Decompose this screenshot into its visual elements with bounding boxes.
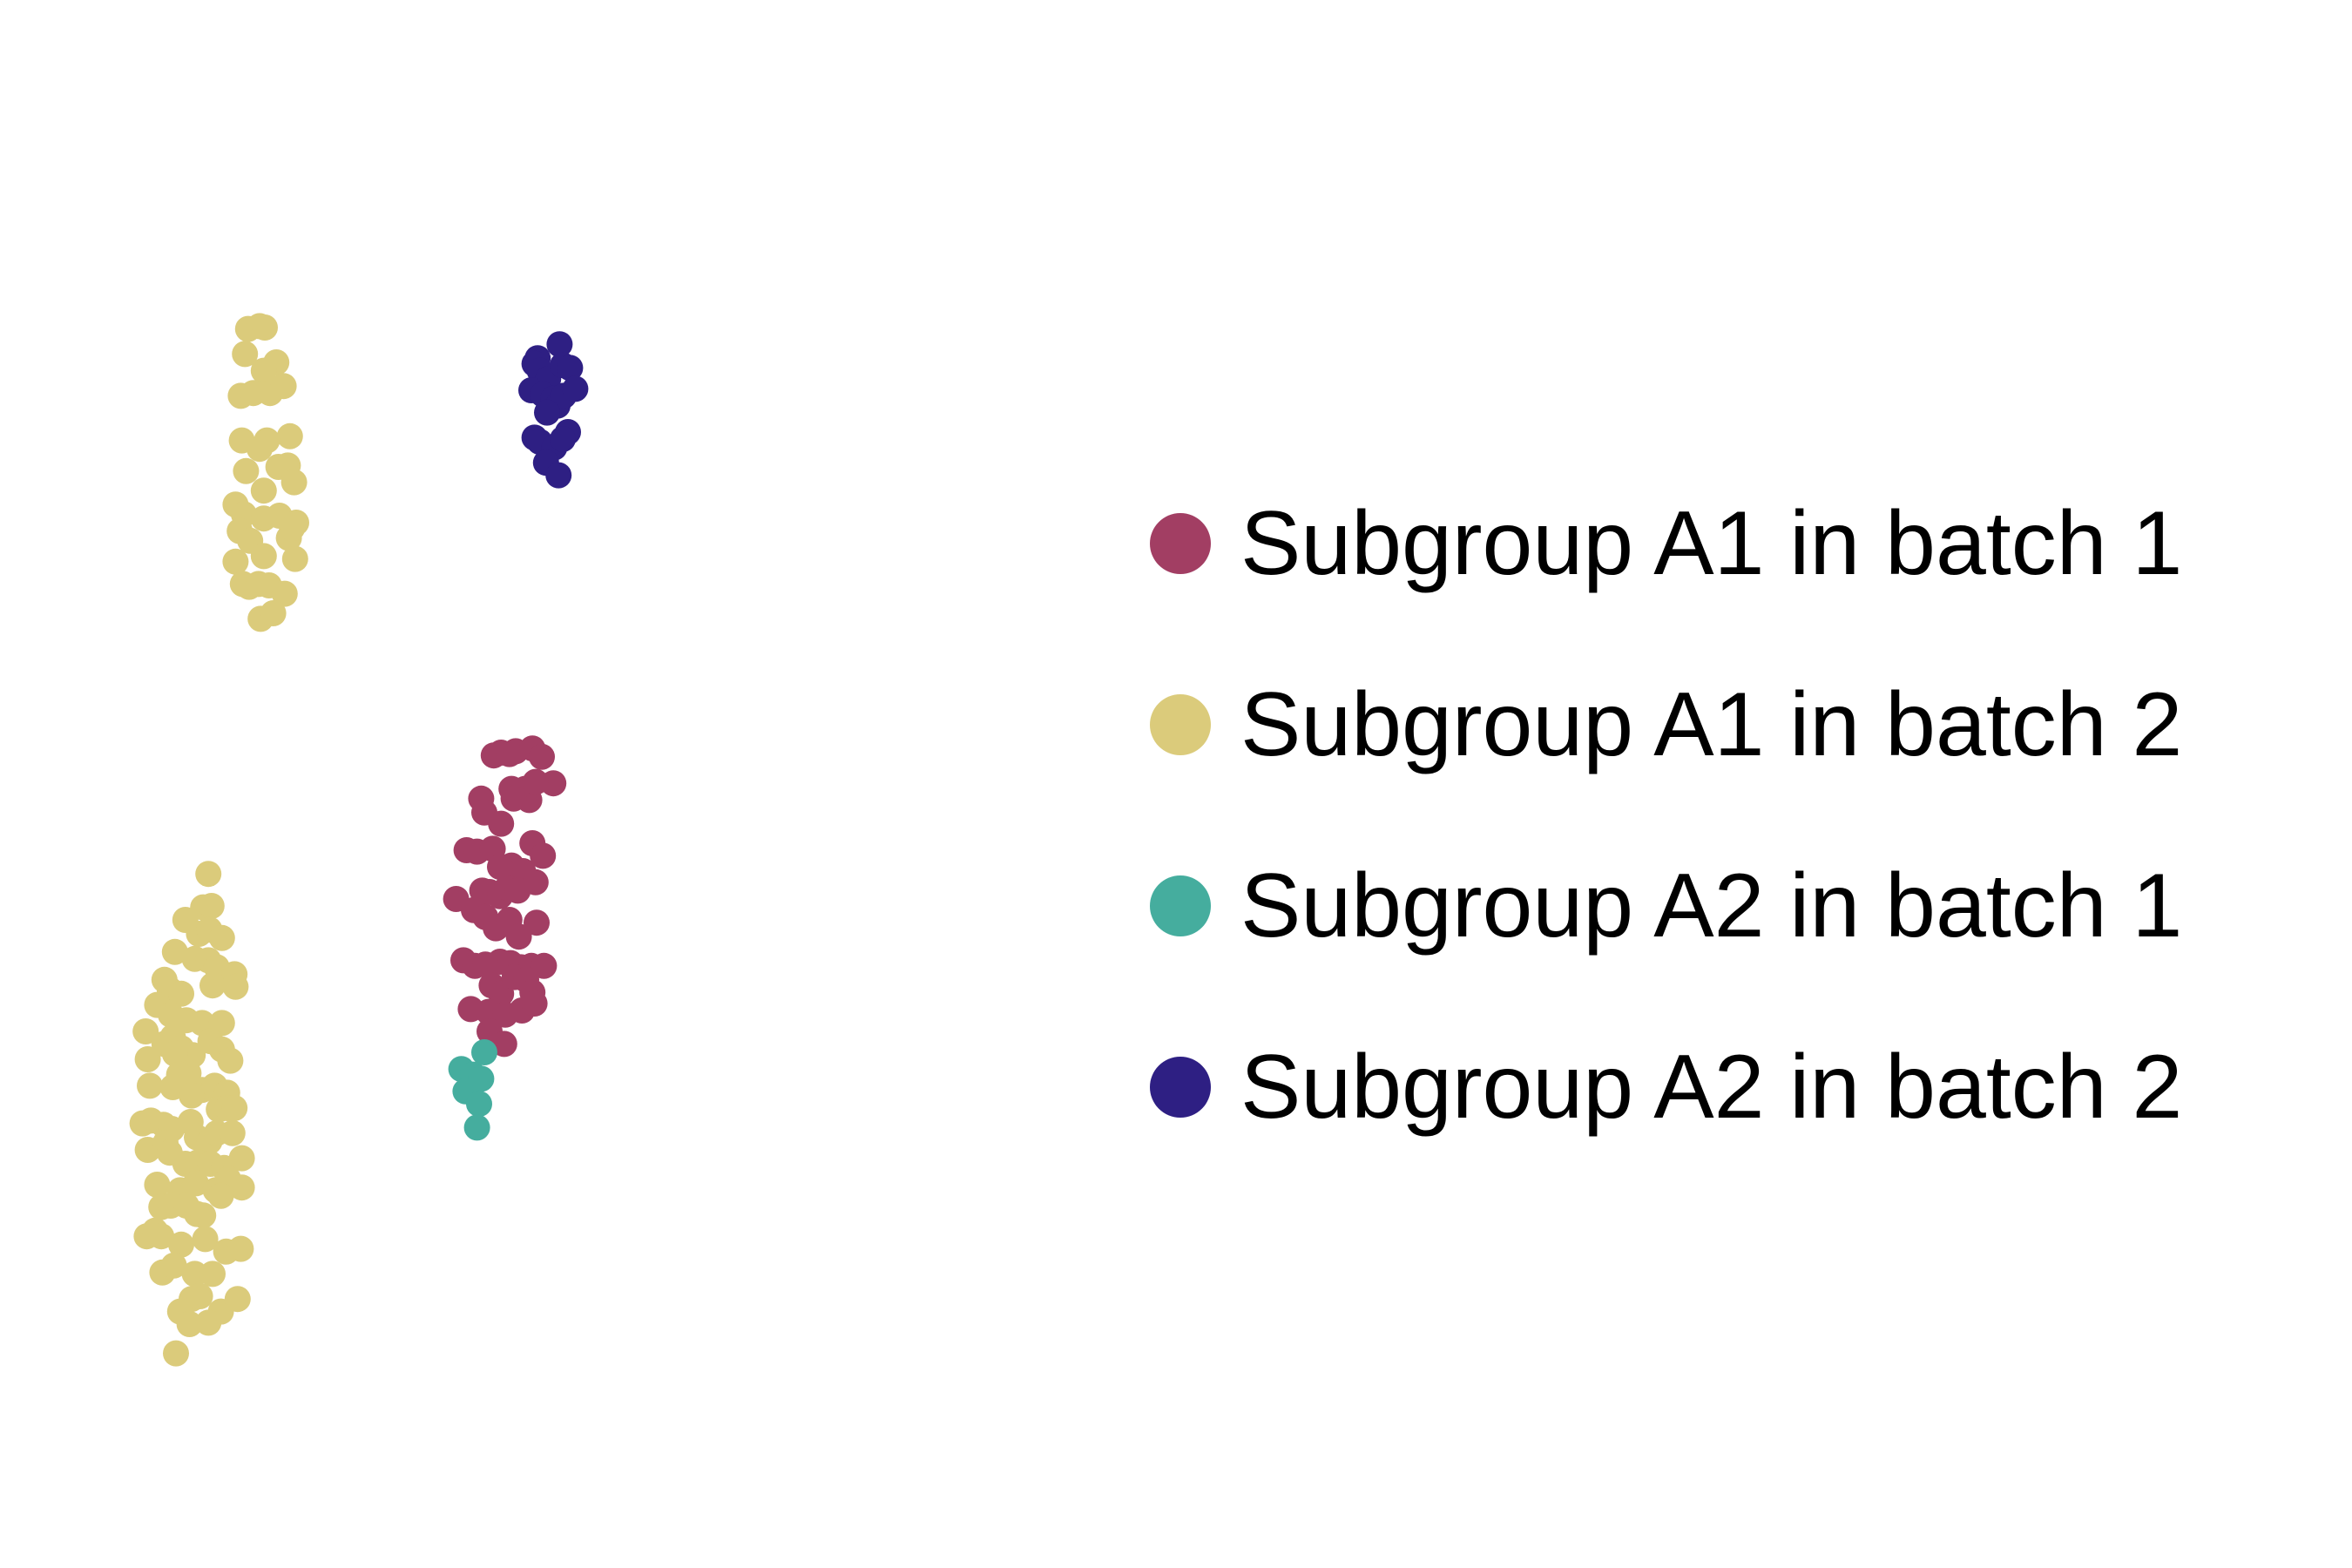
data-point (281, 545, 308, 572)
data-point (522, 768, 549, 795)
data-point (227, 1235, 254, 1262)
legend: Subgroup A1 in batch 1 Subgroup A1 in ba… (1150, 453, 2182, 1178)
legend-label: Subgroup A2 in batch 2 (1240, 1037, 2183, 1138)
data-point (161, 938, 188, 965)
legend-item: Subgroup A2 in batch 2 (1150, 997, 2182, 1178)
legend-label: Subgroup A2 in batch 1 (1240, 855, 2183, 956)
data-point (168, 1231, 194, 1258)
legend-marker (1150, 694, 1211, 755)
data-point (190, 1202, 217, 1229)
data-point (232, 341, 259, 368)
data-point (500, 785, 527, 812)
data-point (195, 1309, 222, 1336)
data-point (471, 1039, 497, 1065)
data-point (260, 600, 287, 626)
data-point (270, 373, 297, 400)
data-point (144, 1172, 171, 1198)
series-3 (448, 1039, 497, 1141)
data-point (546, 331, 573, 358)
series-1 (443, 735, 567, 1058)
data-point (182, 1170, 209, 1197)
data-point (233, 457, 260, 484)
series-4 (518, 331, 589, 489)
data-point (228, 1145, 255, 1172)
data-point (222, 548, 249, 575)
data-point (219, 1119, 246, 1146)
legend-marker (1150, 513, 1211, 574)
data-point (137, 1072, 163, 1099)
legend-label: Subgroup A1 in batch 2 (1240, 674, 2183, 775)
data-point (505, 923, 532, 950)
data-point (224, 1286, 251, 1313)
data-point (545, 462, 572, 489)
legend-item: Subgroup A1 in batch 2 (1150, 634, 2182, 815)
data-point (521, 990, 548, 1017)
data-point (247, 436, 273, 463)
data-point (161, 1040, 188, 1067)
data-point (132, 1018, 159, 1044)
data-point (276, 422, 303, 449)
data-point (279, 515, 306, 542)
data-point (199, 1260, 226, 1288)
data-point (163, 1340, 189, 1367)
data-point (148, 1223, 175, 1250)
data-point (534, 399, 560, 426)
data-point (529, 743, 555, 770)
data-point (466, 1091, 492, 1118)
legend-label: Subgroup A1 in batch 1 (1240, 493, 2183, 594)
data-point (221, 1095, 248, 1121)
series-2 (129, 313, 309, 1367)
data-point (192, 1226, 219, 1253)
legend-item: Subgroup A2 in batch 1 (1150, 815, 2182, 997)
data-point (522, 868, 549, 896)
data-point (487, 854, 513, 881)
data-point (168, 980, 194, 1007)
data-point (179, 1082, 205, 1109)
data-point (250, 357, 277, 384)
data-point (490, 1031, 517, 1058)
data-point (222, 973, 249, 1000)
data-point (530, 842, 557, 869)
data-point (207, 1182, 234, 1209)
data-point (250, 477, 277, 504)
legend-marker (1150, 875, 1211, 936)
data-point (160, 1252, 187, 1279)
data-point (217, 1047, 244, 1074)
data-point (271, 580, 298, 607)
data-point (531, 952, 558, 979)
data-point (524, 909, 550, 936)
data-point (550, 426, 576, 452)
data-point (199, 972, 226, 999)
data-point (186, 1283, 213, 1309)
data-point (250, 543, 277, 570)
data-point (228, 1174, 255, 1201)
data-point (166, 1061, 193, 1088)
data-point (557, 355, 584, 382)
data-point (198, 893, 225, 919)
data-point (195, 861, 222, 888)
legend-item: Subgroup A1 in batch 1 (1150, 453, 2182, 634)
data-point (463, 1114, 490, 1141)
data-point (562, 375, 589, 402)
data-point (208, 924, 235, 951)
data-point (134, 1046, 161, 1072)
data-point (488, 810, 515, 837)
data-point (252, 314, 278, 341)
legend-marker (1150, 1057, 1211, 1118)
data-point (176, 1311, 203, 1337)
data-point (280, 469, 308, 496)
